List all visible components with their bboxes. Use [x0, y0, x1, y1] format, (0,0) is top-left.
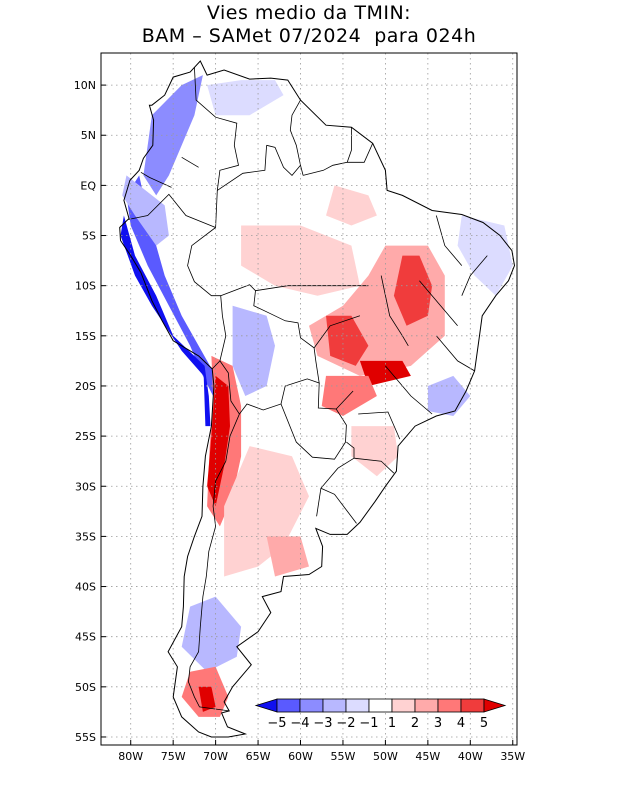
country-border — [255, 285, 369, 292]
country-border — [289, 99, 304, 176]
country-border — [385, 365, 433, 415]
coastline-outline — [119, 60, 516, 738]
lat-label: EQ — [80, 179, 96, 192]
anomaly-region-patagonia-cool — [181, 596, 242, 672]
anomaly-region-andes-hot-core — [207, 375, 230, 507]
coastline — [119, 60, 516, 738]
lat-label: 35S — [75, 530, 96, 543]
anomaly-region-ecuador-coast-cold — [122, 175, 169, 246]
country-border — [181, 156, 199, 168]
country-border — [419, 280, 458, 327]
colorbar-swatch — [276, 698, 301, 713]
anomaly-region-venezuela-cool — [207, 80, 284, 116]
anomaly-region-atlantic-brazil-cool — [427, 375, 471, 416]
anomaly-region-mato-grosso-hot — [326, 315, 369, 366]
lat-label: 5S — [82, 230, 96, 243]
anomaly-region-tocantins-hot — [393, 255, 433, 326]
country-border — [187, 227, 227, 370]
anomaly-region-north-brazil-warm — [326, 185, 377, 226]
country-border — [280, 382, 347, 460]
lon-label: 65W — [246, 750, 271, 763]
country-border — [320, 487, 357, 524]
colorbar-label: −2 — [336, 716, 355, 731]
lat-lon-grid — [101, 53, 517, 745]
lon-label: 75W — [161, 750, 186, 763]
lon-label: 35W — [500, 750, 525, 763]
lon-label: 60W — [288, 750, 313, 763]
lat-label: 10N — [74, 79, 96, 92]
colorbar-swatch — [391, 698, 416, 713]
lat-label: 20S — [75, 380, 96, 393]
map-title-line-1: Vies medio da TMIN: — [206, 2, 412, 24]
colorbar: −5 −4 −3 −2 −1 1 2 3 4 5 — [254, 698, 507, 731]
latitude-labels: 10N 5N EQ 5S 10S 15S 20S 25S 30S 35S 40S 45S 50S 55S — [74, 79, 97, 744]
colorbar-label: 3 — [434, 716, 442, 731]
anomaly-region-colombia-cold — [143, 75, 203, 196]
anomaly-region-southern-brazil-warm — [351, 426, 399, 477]
lat-label: 50S — [75, 681, 96, 694]
country-borders — [128, 66, 488, 712]
lat-label: 30S — [75, 480, 96, 493]
colorbar-label: 1 — [388, 716, 396, 731]
colorbar-label: 2 — [411, 716, 419, 731]
colorbar-swatch — [322, 698, 347, 713]
lon-label: 55W — [331, 750, 356, 763]
lon-label: 40W — [458, 750, 483, 763]
colorbar-label: 4 — [457, 716, 465, 731]
colorbar-swatch — [345, 698, 370, 713]
anomaly-field — [120, 75, 513, 717]
anomaly-region-amazon-warm — [241, 225, 360, 296]
colorbar-label: −3 — [313, 716, 332, 731]
anomaly-region-mato-grosso-sul-warm — [321, 375, 377, 416]
lon-label: 70W — [203, 750, 228, 763]
colorbar-label: −5 — [267, 716, 286, 731]
country-border — [335, 390, 354, 410]
country-border — [347, 143, 374, 163]
country-border — [313, 315, 361, 349]
country-border — [128, 193, 216, 228]
country-border — [358, 411, 401, 440]
country-border — [140, 171, 172, 188]
lon-label: 45W — [415, 750, 440, 763]
longitude-labels: 80W 75W 70W 65W 60W 55W 50W 45W 40W 35W — [118, 750, 525, 763]
colorbar-label: −4 — [290, 716, 309, 731]
country-border — [435, 335, 475, 372]
country-border — [303, 127, 352, 176]
anomaly-region-argentina-warm — [224, 446, 309, 577]
anomaly-region-bolivia-cool — [232, 305, 275, 396]
lat-label: 25S — [75, 430, 96, 443]
lon-label: 80W — [118, 750, 143, 763]
lat-label: 40S — [75, 581, 96, 594]
anomaly-region-buenos-aires-warm — [266, 536, 309, 577]
country-border — [266, 144, 301, 176]
colorbar-swatch — [299, 698, 324, 713]
colorbar-max-arrow — [483, 698, 507, 713]
anomaly-region-coast-cold-strong — [120, 215, 211, 427]
colorbar-label: −1 — [359, 716, 378, 731]
map-frame — [100, 52, 518, 746]
map-title-line-2: BAM – SAMet 07/2024 para 024h — [141, 25, 477, 47]
country-border — [217, 145, 267, 191]
colorbar-label: 5 — [480, 716, 488, 731]
lat-label: 10S — [75, 280, 96, 293]
colorbar-swatch — [414, 698, 439, 713]
colorbar-swatch — [460, 698, 485, 713]
lat-label: 55S — [75, 731, 96, 744]
country-border — [435, 215, 463, 266]
lat-label: 15S — [75, 330, 96, 343]
continent-land — [119, 61, 515, 737]
lon-label: 50W — [373, 750, 398, 763]
country-border — [380, 275, 409, 347]
country-border — [316, 441, 355, 517]
anomaly-region-patagonia-south-core — [198, 686, 216, 712]
colorbar-swatch — [437, 698, 462, 713]
lat-label: 45S — [75, 631, 96, 644]
country-border — [353, 457, 395, 474]
country-border — [461, 255, 488, 296]
colorbar-swatch — [368, 698, 393, 713]
country-border — [194, 66, 239, 228]
land-layer — [119, 61, 515, 737]
lat-label: 5N — [81, 129, 96, 142]
